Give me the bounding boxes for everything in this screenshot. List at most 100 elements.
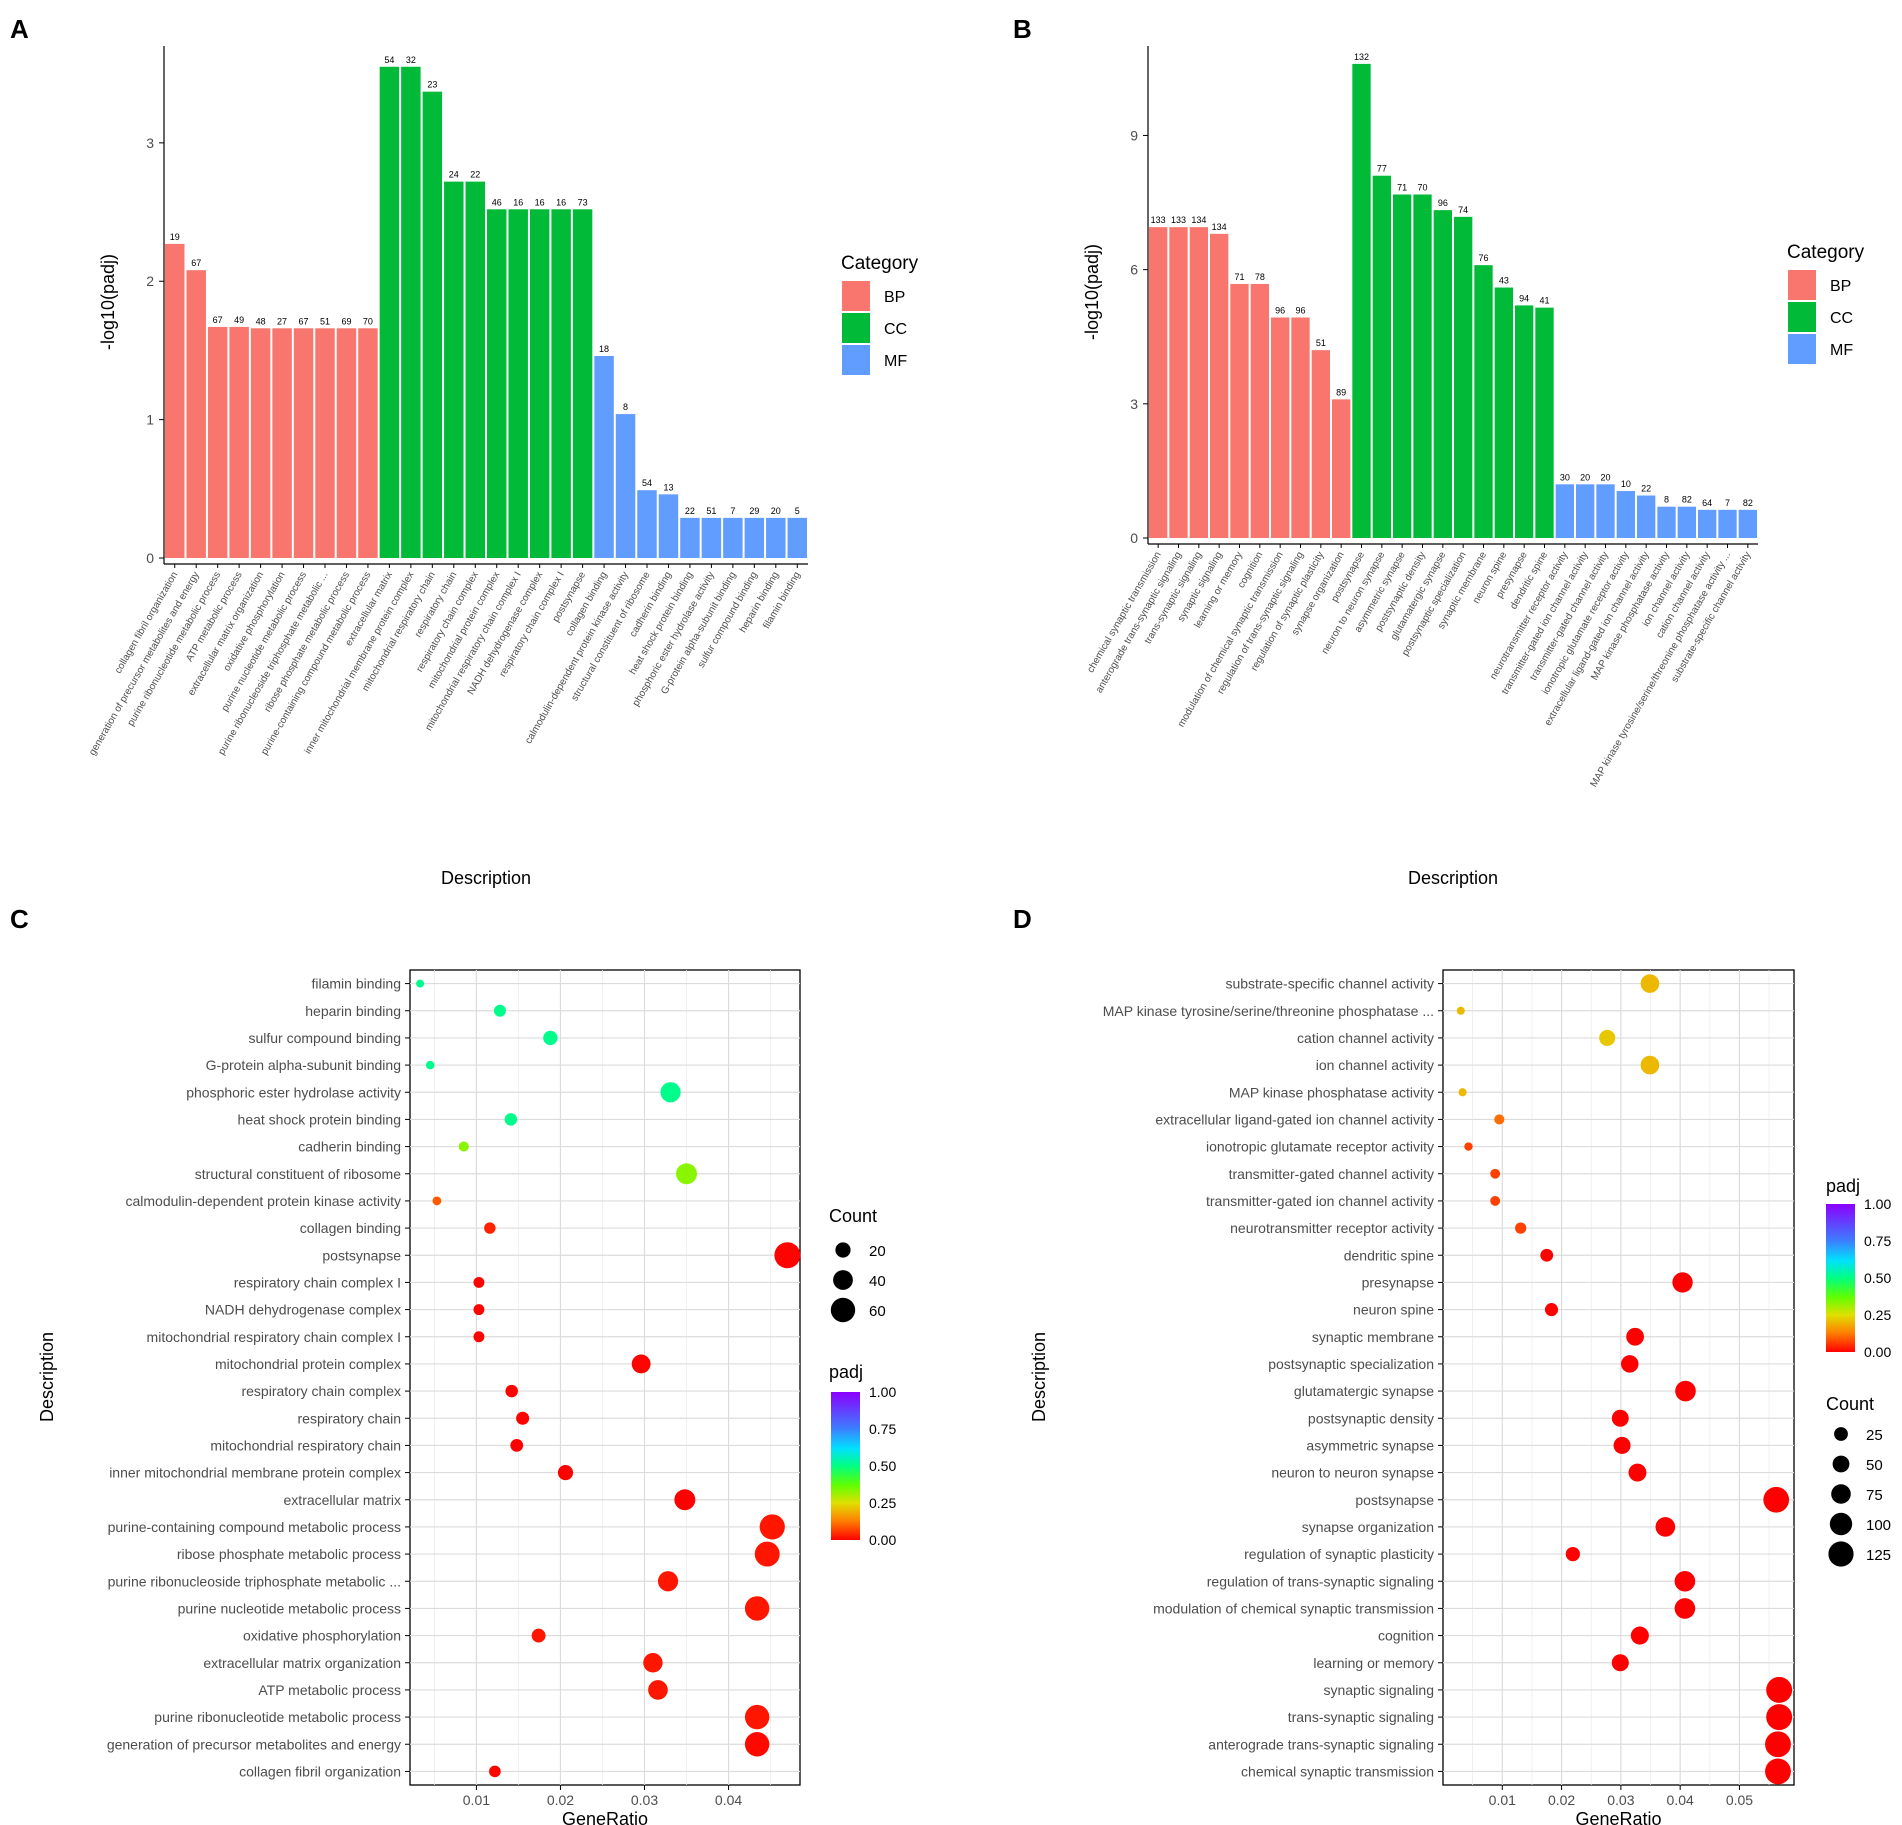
panel-letter-c: C bbox=[10, 904, 29, 934]
bar-count-label: 23 bbox=[427, 80, 437, 90]
y-tick-label: postsynapse bbox=[322, 1247, 401, 1263]
y-tick-label: purine ribonucleotide metabolic process bbox=[154, 1709, 401, 1725]
y-tick-label: neuron spine bbox=[1353, 1302, 1434, 1318]
data-point bbox=[1640, 974, 1660, 993]
y-tick-label: neurotransmitter receptor activity bbox=[1230, 1220, 1434, 1236]
data-point bbox=[1599, 1029, 1616, 1046]
data-point bbox=[676, 1163, 698, 1185]
data-point bbox=[744, 1732, 770, 1757]
y-tick-label: mitochondrial respiratory chain bbox=[210, 1437, 401, 1453]
x-tick-label: 0.02 bbox=[1548, 1792, 1575, 1808]
y-tick-label: respiratory chain complex bbox=[241, 1383, 401, 1399]
bar bbox=[1657, 506, 1676, 538]
y-tick-label: 2 bbox=[146, 273, 154, 289]
colorbar-title: padj bbox=[829, 1362, 863, 1382]
y-tick-label: 6 bbox=[1130, 262, 1138, 278]
bar bbox=[766, 517, 786, 558]
padj-colorbar-c: padj 1.00 0.75 0.50 0.25 0.00 bbox=[829, 1362, 896, 1548]
x-tick-label: 0.05 bbox=[1726, 1792, 1753, 1808]
bar bbox=[615, 414, 636, 558]
bar bbox=[272, 328, 292, 558]
y-tick-label: calmodulin-dependent protein kinase acti… bbox=[126, 1193, 402, 1209]
data-point bbox=[1544, 1303, 1559, 1317]
count-legend-label: 100 bbox=[1866, 1517, 1891, 1534]
bar-count-label: 18 bbox=[599, 344, 609, 354]
bar-count-label: 134 bbox=[1191, 215, 1206, 225]
data-point bbox=[1628, 1463, 1647, 1482]
y-tick-label: postsynaptic specialization bbox=[1268, 1356, 1434, 1372]
bar-count-label: 70 bbox=[363, 316, 373, 326]
bar bbox=[165, 243, 185, 558]
bar bbox=[1616, 491, 1635, 538]
data-point bbox=[557, 1465, 574, 1481]
y-tick-label: respiratory chain bbox=[298, 1410, 402, 1426]
bar bbox=[1698, 509, 1717, 538]
legend-swatch-bp bbox=[1788, 270, 1816, 300]
bar-count-label: 46 bbox=[492, 197, 502, 207]
y-tick-label: ribose phosphate metabolic process bbox=[177, 1546, 401, 1562]
y-tick-label: ionotropic glutamate receptor activity bbox=[1206, 1139, 1434, 1155]
bar-count-label: 16 bbox=[556, 197, 566, 207]
data-point bbox=[1611, 1654, 1629, 1672]
x-tick-label: generation of precursor metabolites and … bbox=[87, 570, 202, 757]
data-point bbox=[493, 1004, 506, 1017]
colorbar-tick: 1.00 bbox=[869, 1384, 896, 1400]
bar-count-label: 30 bbox=[1560, 472, 1570, 482]
legend-swatch-cc bbox=[1788, 302, 1816, 332]
bar bbox=[422, 91, 443, 559]
bar-count-label: 54 bbox=[384, 55, 394, 65]
data-point bbox=[744, 1704, 770, 1730]
bar-count-label: 22 bbox=[470, 170, 480, 180]
y-tick-label: glutamatergic synapse bbox=[1294, 1383, 1434, 1399]
panel-letter-b: B bbox=[1013, 14, 1032, 44]
bar bbox=[229, 326, 249, 558]
data-point bbox=[774, 1242, 801, 1269]
y-tick-label: structural constituent of ribosome bbox=[195, 1166, 401, 1182]
y-tick-label: transmitter-gated channel activity bbox=[1229, 1166, 1434, 1182]
bar bbox=[1352, 63, 1371, 539]
y-tick-label: 0 bbox=[1130, 530, 1138, 546]
panel-c-dot-plot: 0.01 0.02 0.03 0.04 filamin binding heparin b… bbox=[37, 969, 801, 1825]
data-point bbox=[759, 1514, 785, 1540]
bar bbox=[207, 326, 228, 558]
bar-count-label: 89 bbox=[1336, 387, 1346, 397]
data-point bbox=[484, 1222, 496, 1234]
data-point bbox=[1763, 1486, 1790, 1513]
bar-count-label: 8 bbox=[1664, 495, 1669, 505]
y-tick-label: synaptic signaling bbox=[1323, 1682, 1434, 1698]
data-point bbox=[1674, 1598, 1696, 1619]
bar-count-label: 8 bbox=[623, 402, 628, 412]
legend-title: Category bbox=[1787, 242, 1865, 263]
x-tick-label: purine ribonucleotide metabolic process bbox=[126, 570, 224, 728]
bar bbox=[293, 328, 314, 558]
bar-count-label: 10 bbox=[1621, 479, 1631, 489]
bar bbox=[1271, 317, 1290, 538]
bar-count-label: 7 bbox=[730, 506, 735, 516]
bar-count-label: 51 bbox=[1316, 338, 1326, 348]
x-tick-label: 0.03 bbox=[1607, 1792, 1634, 1808]
legend-label-cc: CC bbox=[884, 321, 907, 338]
bar-count-label: 82 bbox=[1682, 495, 1692, 505]
bar bbox=[787, 517, 807, 558]
data-point bbox=[1490, 1195, 1501, 1206]
y-tick-label: learning or memory bbox=[1313, 1655, 1434, 1671]
bar-count-label: 73 bbox=[578, 197, 588, 207]
colorbar-gradient bbox=[831, 1392, 860, 1540]
data-point bbox=[516, 1411, 530, 1425]
bar-count-label: 67 bbox=[191, 258, 201, 268]
data-point bbox=[1766, 1676, 1793, 1703]
bar bbox=[401, 66, 421, 558]
bar-count-label: 94 bbox=[1519, 293, 1529, 303]
data-point bbox=[754, 1541, 780, 1567]
y-tick-label: modulation of chemical synaptic transmis… bbox=[1153, 1600, 1434, 1616]
y-tick-label: 3 bbox=[146, 135, 154, 151]
bar-count-label: 67 bbox=[213, 315, 223, 325]
padj-colorbar-d: padj 1.00 0.75 0.50 0.25 0.00 bbox=[1826, 1176, 1891, 1360]
data-point bbox=[1655, 1517, 1676, 1537]
bar-count-label: 71 bbox=[1234, 272, 1244, 282]
bar-count-label: 22 bbox=[685, 506, 695, 516]
bar bbox=[1718, 509, 1737, 538]
bar-count-label: 16 bbox=[513, 197, 523, 207]
data-point bbox=[1640, 1055, 1660, 1075]
data-point bbox=[458, 1141, 469, 1152]
